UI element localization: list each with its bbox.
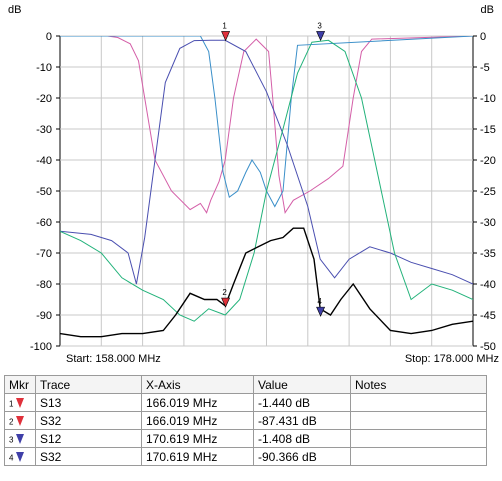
y-unit-right: dB — [481, 4, 494, 16]
marker-3-icon — [316, 31, 326, 42]
y-tick-right: -15 — [480, 124, 496, 136]
y-tick-right: -5 — [480, 62, 490, 74]
y-tick-left: -60 — [36, 217, 52, 229]
col-xaxis: X-Axis — [141, 375, 254, 394]
marker-4-label: 4 — [317, 297, 322, 306]
marker-triangle-icon — [16, 416, 25, 427]
marker-index: 2 — [9, 416, 14, 426]
marker-table-header: Mkr Trace X-Axis Value Notes — [4, 375, 487, 394]
y-tick-left: -70 — [36, 248, 52, 260]
value-cell: -87.431 dB — [253, 411, 351, 430]
trace-line-5 — [60, 227, 473, 338]
trace-cell: S32 — [35, 447, 142, 466]
notes-cell — [350, 447, 487, 466]
trace-line-1 — [60, 36, 473, 215]
y-tick-left: -30 — [36, 124, 52, 136]
stop-label: Stop: 178.000 MHz — [405, 353, 499, 365]
marker-2-icon — [221, 297, 231, 308]
xaxis-cell: 166.019 MHz — [141, 393, 254, 412]
table-row[interactable]: 4 S32 170.619 MHz -90.366 dB — [4, 447, 487, 466]
marker-table-body: 1 S13 166.019 MHz -1.440 dB 2 S32 166.019 MHz -… — [4, 393, 487, 466]
trace-cell: S13 — [35, 393, 142, 412]
y-tick-right: -35 — [480, 248, 496, 260]
y-tick-right: -25 — [480, 186, 496, 198]
marker-index: 3 — [9, 434, 14, 444]
col-notes: Notes — [350, 375, 487, 394]
y-tick-right: -10 — [480, 93, 496, 105]
y-tick-left: -10 — [36, 62, 52, 74]
y-unit-left: dB — [8, 4, 21, 16]
col-mkr: Mkr — [4, 375, 36, 394]
marker-index: 1 — [9, 398, 14, 408]
y-tick-right: 0 — [480, 31, 486, 43]
trace-line-4 — [60, 39, 473, 322]
y-tick-left: -90 — [36, 310, 52, 322]
table-row[interactable]: 1 S13 166.019 MHz -1.440 dB — [4, 393, 487, 412]
y-tick-right: -30 — [480, 217, 496, 229]
y-tick-right: -50 — [480, 341, 496, 353]
marker-table: Mkr Trace X-Axis Value Notes 1 S13 166.019… — [4, 375, 487, 466]
chart: dB 0 -10 -20 -30 -40 -50 -60 -70 -80 -90 -100 dB 0 -5 -… — [8, 4, 499, 365]
mkr-cell: 3 — [4, 429, 36, 448]
col-trace: Trace — [35, 375, 142, 394]
marker-4-icon — [316, 306, 326, 317]
y-tick-right: -45 — [480, 310, 496, 322]
value-cell: -1.408 dB — [253, 429, 351, 448]
start-label: Start: 158.000 MHz — [66, 353, 161, 365]
marker-triangle-icon — [16, 398, 25, 409]
table-row[interactable]: 2 S32 166.019 MHz -87.431 dB — [4, 411, 487, 430]
notes-cell — [350, 429, 487, 448]
col-value: Value — [253, 375, 351, 394]
marker-1-label: 1 — [222, 21, 227, 30]
trace-cell: S32 — [35, 411, 142, 430]
marker-1-icon — [221, 31, 231, 42]
value-cell: -1.440 dB — [253, 393, 351, 412]
y-tick-right: -20 — [480, 155, 496, 167]
marker-2-label: 2 — [222, 288, 227, 297]
marker-index: 4 — [9, 452, 14, 462]
trace-line-3 — [60, 39, 473, 285]
y-tick-left: -40 — [36, 155, 52, 167]
y-tick-left: -80 — [36, 279, 52, 291]
y-tick-left: 0 — [46, 31, 52, 43]
marker-triangle-icon — [16, 434, 25, 445]
xaxis-cell: 170.619 MHz — [141, 447, 254, 466]
mkr-cell: 4 — [4, 447, 36, 466]
xaxis-cell: 166.019 MHz — [141, 411, 254, 430]
value-cell: -90.366 dB — [253, 447, 351, 466]
marker-triangle-icon — [16, 452, 25, 463]
mkr-cell: 2 — [4, 411, 36, 430]
table-row[interactable]: 3 S12 170.619 MHz -1.408 dB — [4, 429, 487, 448]
xaxis-cell: 170.619 MHz — [141, 429, 254, 448]
notes-cell — [350, 393, 487, 412]
y-tick-right: -40 — [480, 279, 496, 291]
mkr-cell: 1 — [4, 393, 36, 412]
y-tick-left: -50 — [36, 186, 52, 198]
trace-cell: S12 — [35, 429, 142, 448]
y-tick-left: -20 — [36, 93, 52, 105]
notes-cell — [350, 411, 487, 430]
marker-3-label: 3 — [317, 21, 322, 30]
y-tick-left: -100 — [30, 341, 52, 353]
